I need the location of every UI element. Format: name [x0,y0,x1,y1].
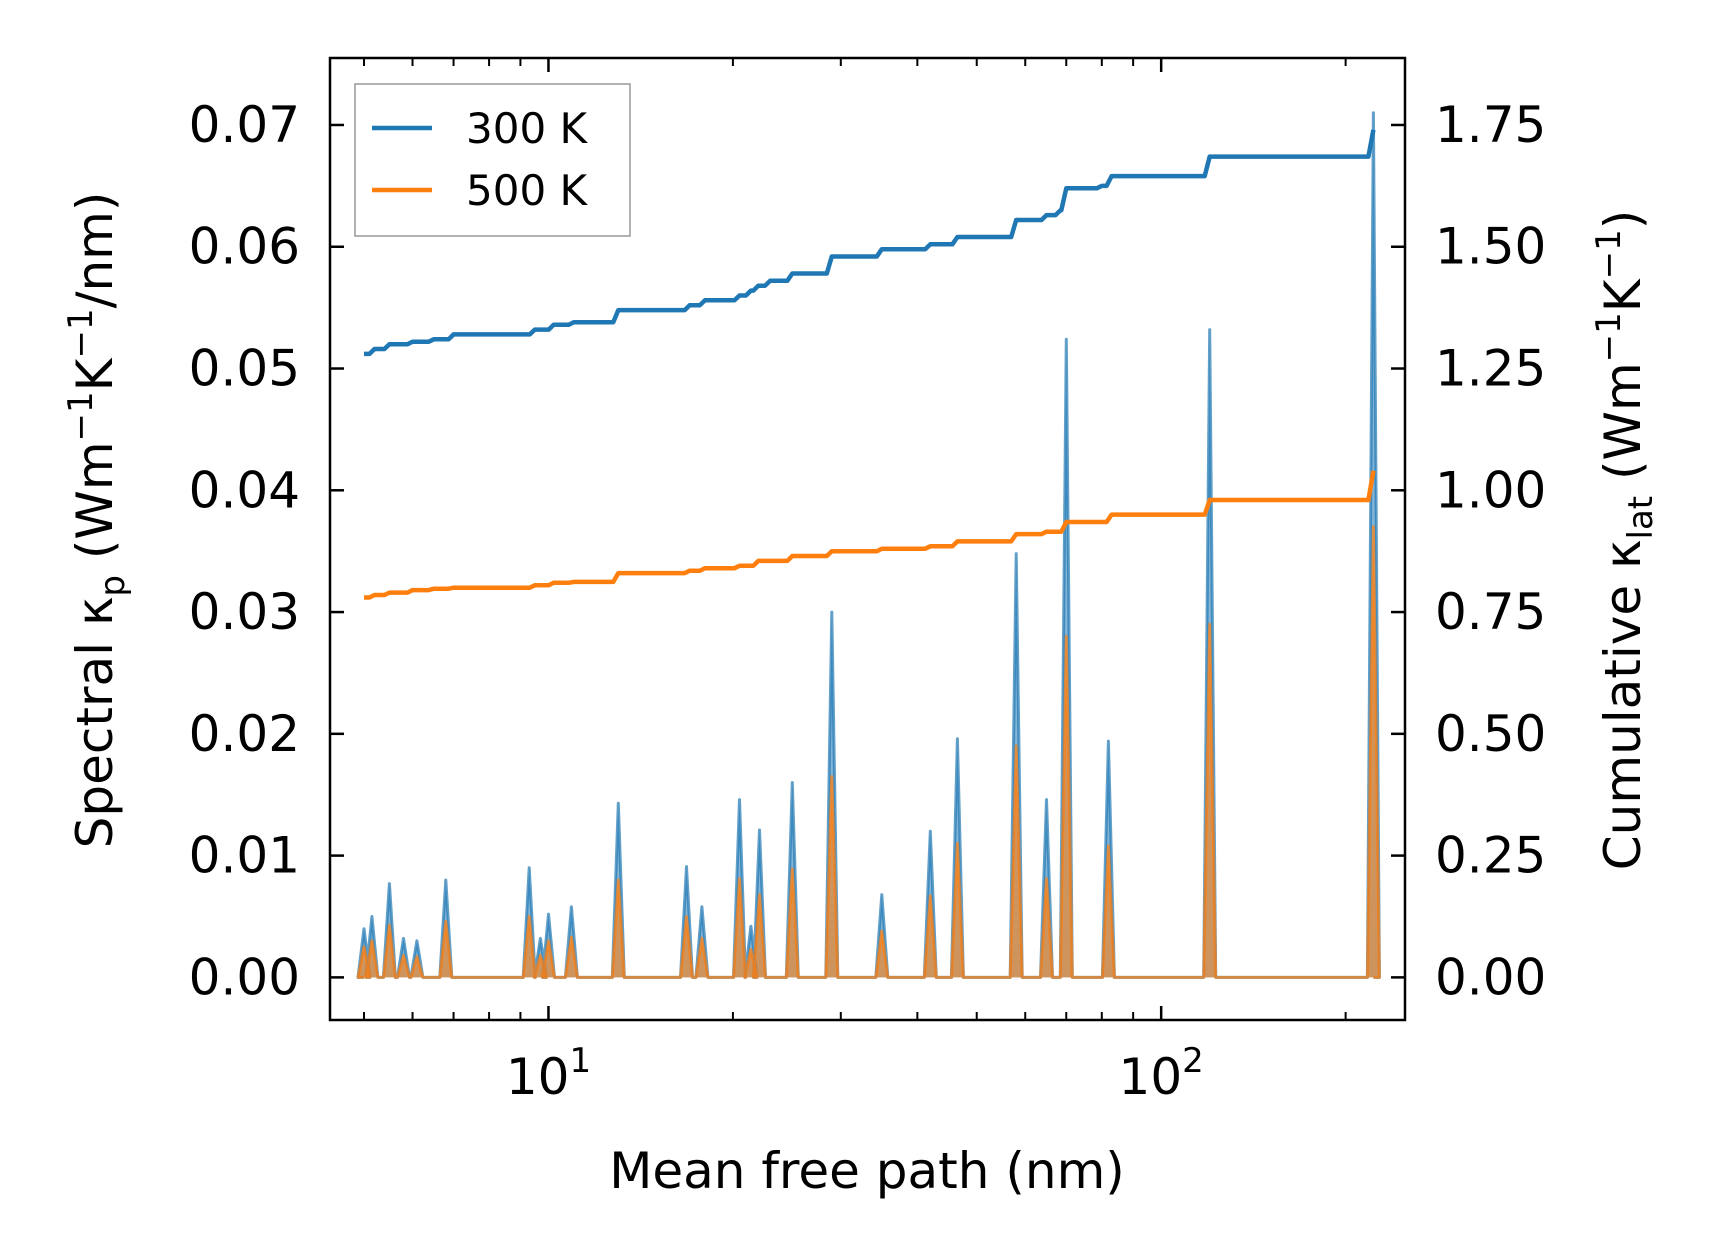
x-tick-label: 102 [1119,1041,1204,1106]
y-left-title-unit-start: (Wm [66,441,124,575]
y-right-tick-label: 0.00 [1435,948,1546,1006]
y-left-tick-label: 0.06 [189,218,300,276]
y-right-title-sub: lat [1621,496,1661,540]
y-right-tick-label: 1.75 [1435,96,1546,154]
y-right-tick-label: 1.00 [1435,461,1546,519]
y-left-title-unit-mid: K [66,357,124,391]
cumulative-layer [364,129,1376,600]
y-left-tick-label: 0.05 [189,340,300,398]
y-right-tick-label: 0.25 [1435,827,1546,885]
y-right-title-unit-start: (Wm [1594,362,1652,496]
y-right-title-exp1: −1 [1589,312,1629,362]
y-right-title-exp2: −1 [1589,229,1629,279]
y-left-tick-label: 0.02 [189,705,300,763]
x-axis-title: Mean free path (nm) [609,1142,1125,1200]
y-left-title-unit-end: /nm) [66,192,124,309]
x-tick-label-exp: 2 [1182,1041,1204,1081]
y-left-title-exp2: −1 [61,308,101,358]
y-left-title-prefix: Spectral κ [66,597,124,849]
ticks-layer [330,58,1405,1020]
cumulative-line-300k [364,129,1376,357]
y-left-tick-label: 0.03 [189,583,300,641]
plot-frame [328,56,1407,1022]
y-left-tick-label: 0.01 [189,827,300,885]
x-tick-label: 101 [506,1041,591,1106]
y-left-axis-title: Spectral κp (Wm−1K−1/nm) [61,192,133,849]
y-left-tick-label: 0.00 [189,948,300,1006]
y-right-tick-label: 0.75 [1435,583,1546,641]
legend: 300 K 500 K [354,83,631,237]
x-tick-label-base: 10 [506,1048,570,1106]
legend-box [354,83,631,237]
y-right-title-prefix: Cumulative κ [1594,539,1652,870]
y-right-tick-label: 1.25 [1435,340,1546,398]
y-right-title-unit-end: ) [1594,210,1652,230]
y-right-axis-title: Cumulative κlat (Wm−1K−1) [1589,210,1661,870]
y-left-tick-label: 0.07 [189,96,300,154]
y-left-tick-label: 0.04 [189,461,300,519]
legend-label-300k: 300 K [466,104,589,153]
legend-label-500k: 500 K [466,166,589,215]
y-right-title-unit-mid: K [1594,278,1652,312]
y-right-tick-label: 0.50 [1435,705,1546,763]
tick-label-layer: 0.00 0.01 0.02 0.03 0.04 0.05 0.06 0.07 0.00 0.25… [189,96,1547,1106]
y-right-tick-label: 1.50 [1435,218,1546,276]
spectral-layer [356,111,1381,979]
x-tick-label-exp: 1 [569,1041,591,1081]
y-left-title-exp1: −1 [61,391,101,441]
cumulative-line-500k [364,470,1376,600]
y-left-title-sub: p [93,575,133,597]
x-tick-label-base: 10 [1119,1048,1183,1106]
